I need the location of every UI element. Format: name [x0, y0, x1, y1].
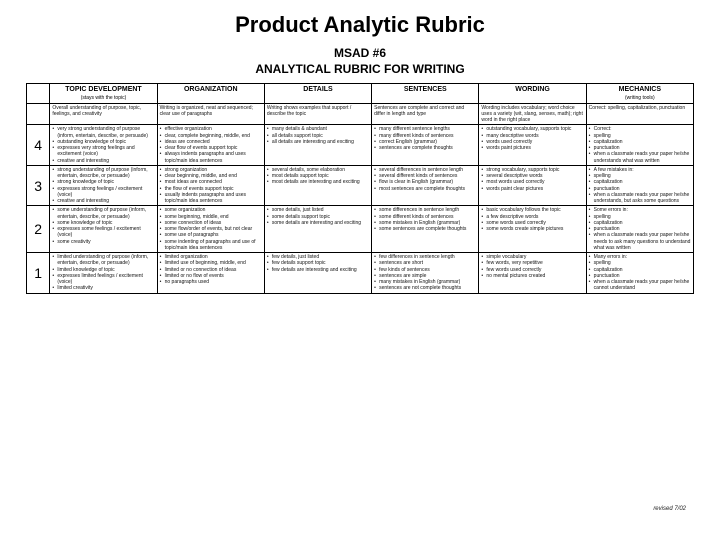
rubric-bullet: always indents paragraphs and uses topic… — [160, 151, 262, 164]
score-cell: 4 — [27, 125, 50, 166]
rubric-bullet: no mental pictures created — [481, 273, 583, 279]
rubric-bullet: most details are interesting and excitin… — [267, 179, 369, 185]
rubric-cell: strong organizationclear beginning, midd… — [157, 165, 264, 206]
rubric-bullet: some indenting of paragraphs and use of … — [160, 239, 262, 252]
doc-header-line2: ANALYTICAL RUBRIC FOR WRITING — [0, 62, 720, 78]
rubric-cell: some differences in sentence lengthsome … — [372, 206, 479, 253]
rubric-cell: few differences in sentence lengthsenten… — [372, 253, 479, 294]
rubric-bullet: words paint clear pictures — [481, 186, 583, 192]
rubric-cell: effective organizationclear, complete be… — [157, 125, 264, 166]
overall-blank — [27, 103, 50, 125]
rubric-bullet: most sentences are complete thoughts — [374, 186, 476, 192]
rubric-cell: some details, just listedsome details su… — [264, 206, 371, 253]
rubric-table: TOPIC DEVELOPMENT(stays with the topic) … — [26, 83, 694, 293]
rubric-bullet: creative and interesting — [52, 158, 154, 164]
rubric-bullet: when a classmate reads your paper he/she… — [589, 232, 691, 251]
rubric-cell: few details, just listedfew details supp… — [264, 253, 371, 294]
rubric-cell: Some errors in:spellingcapitalizationpun… — [586, 206, 693, 253]
rubric-bullet: when a classmate reads your paper he/she… — [589, 279, 691, 292]
rubric-cell: many different sentence lengthsmany diff… — [372, 125, 479, 166]
col-organization: ORGANIZATION — [157, 84, 264, 103]
rubric-bullet: strong understanding of purpose (inform,… — [52, 167, 154, 180]
rubric-cell: very strong understanding of purpose (in… — [50, 125, 157, 166]
page-title: Product Analytic Rubric — [0, 0, 720, 46]
doc-header-line1: MSAD #6 — [0, 46, 720, 62]
rubric-cell: some understanding of purpose (inform, e… — [50, 206, 157, 253]
overall-topic: Overall understanding of purpose, topic,… — [50, 103, 157, 125]
rubric-bullet: all details are interesting and exciting — [267, 139, 369, 145]
rubric-cell: several differences in sentence lengthse… — [372, 165, 479, 206]
score-row: 1limited understanding of purpose (infor… — [27, 253, 694, 294]
rubric-table-wrap: TOPIC DEVELOPMENT(stays with the topic) … — [0, 83, 720, 293]
score-cell: 1 — [27, 253, 50, 294]
rubric-body: 4very strong understanding of purpose (i… — [27, 125, 694, 293]
header-row: TOPIC DEVELOPMENT(stays with the topic) … — [27, 84, 694, 103]
rubric-bullet: very strong understanding of purpose (in… — [52, 126, 154, 139]
rubric-cell: several details, some elaborationmost de… — [264, 165, 371, 206]
overall-organization: Writing is organized, neat and sequenced… — [157, 103, 264, 125]
rubric-bullet: few details are interesting and exciting — [267, 267, 369, 273]
col-details: DETAILS — [264, 84, 371, 103]
rubric-bullet: words paint pictures — [481, 145, 583, 151]
rubric-cell: strong vocabulary, supports topicseveral… — [479, 165, 586, 206]
col-wording: WORDING — [479, 84, 586, 103]
col-sentences: SENTENCES — [372, 84, 479, 103]
rubric-cell: basic vocabulary follows the topica few … — [479, 206, 586, 253]
score-cell: 2 — [27, 206, 50, 253]
overall-details: Writing shows examples that support / de… — [264, 103, 371, 125]
rubric-cell: Correct:spellingcapitalizationpunctuatio… — [586, 125, 693, 166]
rubric-bullet: when a classmate reads your paper he/she… — [589, 151, 691, 164]
footer-note: revised 7/02 — [653, 506, 686, 512]
rubric-cell: strong understanding of purpose (inform,… — [50, 165, 157, 206]
rubric-bullet: creative and interesting — [52, 198, 154, 204]
rubric-bullet: usually indents paragraphs and uses topi… — [160, 192, 262, 205]
overall-sentences: Sentences are complete and correct and d… — [372, 103, 479, 125]
rubric-cell: limited understanding of purpose (inform… — [50, 253, 157, 294]
rubric-bullet: no paragraphs used — [160, 279, 262, 285]
doc-header: MSAD #6 ANALYTICAL RUBRIC FOR WRITING — [0, 46, 720, 77]
overall-wording: Wording includes vocabulary; word choice… — [479, 103, 586, 125]
rubric-cell: Many errors in:spellingcapitalizationpun… — [586, 253, 693, 294]
rubric-bullet: expresses limited feelings / excitement … — [52, 273, 154, 286]
rubric-bullet: limited creativity — [52, 285, 154, 291]
rubric-cell: A few mistakes in:spellingcapitalization… — [586, 165, 693, 206]
score-row: 4very strong understanding of purpose (i… — [27, 125, 694, 166]
rubric-bullet: sentences are not complete thoughts — [374, 285, 476, 291]
rubric-bullet: some details are interesting and excitin… — [267, 220, 369, 226]
col-topic: TOPIC DEVELOPMENT(stays with the topic) — [50, 84, 157, 103]
rubric-cell: many details & abundantall details suppo… — [264, 125, 371, 166]
rubric-bullet: limited understanding of purpose (inform… — [52, 254, 154, 267]
score-row: 2some understanding of purpose (inform, … — [27, 206, 694, 253]
rubric-bullet: some words create simple pictures — [481, 226, 583, 232]
rubric-cell: some organizationsome beginning, middle,… — [157, 206, 264, 253]
rubric-cell: simple vocabularyfew words, very repetit… — [479, 253, 586, 294]
rubric-bullet: when a classmate reads your paper he/she… — [589, 192, 691, 205]
col-mechanics: MECHANICS(writing tools) — [586, 84, 693, 103]
score-cell: 3 — [27, 165, 50, 206]
rubric-bullet: some sentences are complete thoughts — [374, 226, 476, 232]
rubric-bullet: sentences are complete thoughts — [374, 145, 476, 151]
score-row: 3strong understanding of purpose (inform… — [27, 165, 694, 206]
rubric-bullet: expresses strong feelings / excitement (… — [52, 186, 154, 199]
header-blank — [27, 84, 50, 103]
overall-mechanics: Correct: spelling, capitalization, punct… — [586, 103, 693, 125]
rubric-bullet: some creativity — [52, 239, 154, 245]
rubric-cell: limited organizationlimited use of begin… — [157, 253, 264, 294]
overall-row: Overall understanding of purpose, topic,… — [27, 103, 694, 125]
rubric-bullet: expresses some feelings / excitement (vo… — [52, 226, 154, 239]
rubric-bullet: expresses very strong feelings and excit… — [52, 145, 154, 158]
rubric-cell: outstanding vocabulary, supports topicma… — [479, 125, 586, 166]
rubric-bullet: some understanding of purpose (inform, e… — [52, 207, 154, 220]
